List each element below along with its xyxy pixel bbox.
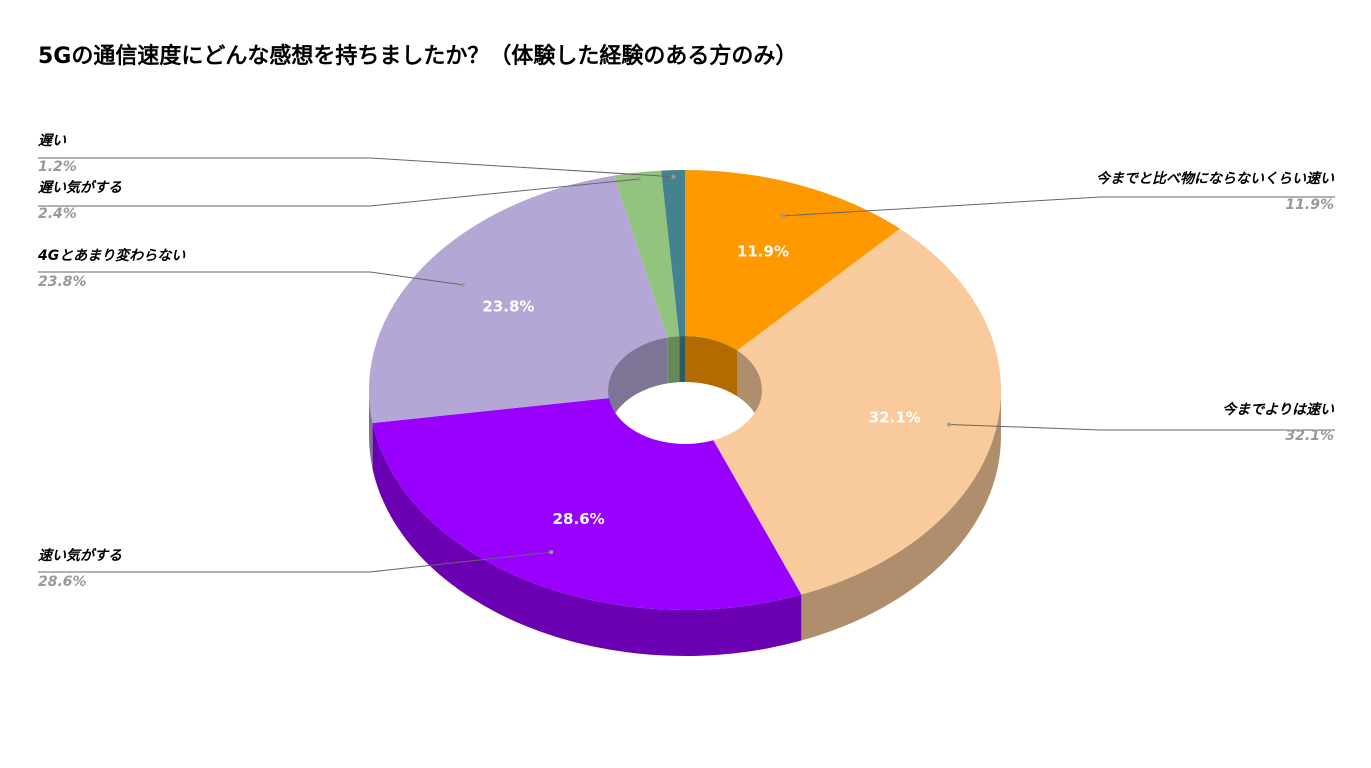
leader-line [38,157,674,178]
slice-value-label: 23.8% [482,297,534,315]
slice-name-label: 速い気がする [38,547,122,564]
slice-value-label: 28.6% [553,510,605,528]
slice-name-label: 今までよりは速い [1222,401,1335,418]
leader-dot [671,174,676,179]
donut-slice-5[interactable] [661,170,685,337]
outer-side-walls [369,390,1001,656]
inner-wall-segment [608,337,668,436]
donut-top [369,170,1002,610]
slice-value-label: 11.9% [737,243,789,261]
leader-line [38,551,552,573]
inner-wall-segment [667,336,680,384]
leader-dot [636,177,641,182]
slice-percent-label: 2.4% [38,206,77,222]
slice-name-label: 4Gとあまり変わらない [37,247,186,264]
donut-slice-0[interactable] [685,170,900,351]
slice-name-label: 遅い [38,133,67,149]
slice-percent-label: 11.9% [1285,197,1334,213]
donut-slice-3[interactable] [369,175,668,424]
slice-name-label: 遅い気がする [38,179,122,196]
leader-line [38,178,640,207]
slice-name-label: 今までと比べ物にならないくらい速い [1096,170,1335,187]
leader-line [38,271,463,286]
leader-line [948,423,1335,431]
donut-slice-1[interactable] [713,228,1002,595]
slice-value-label: 32.1% [869,408,921,426]
side-wall-segment [801,390,1001,641]
leader-dot [460,282,465,287]
slice-percent-label: 28.6% [38,574,87,590]
inner-wall-segment [679,336,685,383]
outside-labels: 今までと比べ物にならないくらい速い 11.9% 今までよりは速い 32.1% 速い気がす… [37,133,1335,590]
side-wall-segment [369,390,373,470]
donut-slice-4[interactable] [614,170,680,338]
leader-dot [549,550,554,555]
slice-percent-label: 32.1% [1285,428,1334,444]
slice-percent-label: 1.2% [38,159,77,175]
leader-dot [781,213,786,218]
inner-hole-walls [608,336,762,436]
donut-slice-2[interactable] [372,398,802,610]
side-wall-segment [372,423,802,656]
inner-wall-segment [685,336,738,397]
slice-percent-label: 23.8% [38,274,87,290]
leader-dot [946,422,951,427]
chart-title: 5Gの通信速度にどんな感想を持ちましたか？（体験した経験のある方のみ） [38,44,798,69]
leader-line [783,196,1335,217]
